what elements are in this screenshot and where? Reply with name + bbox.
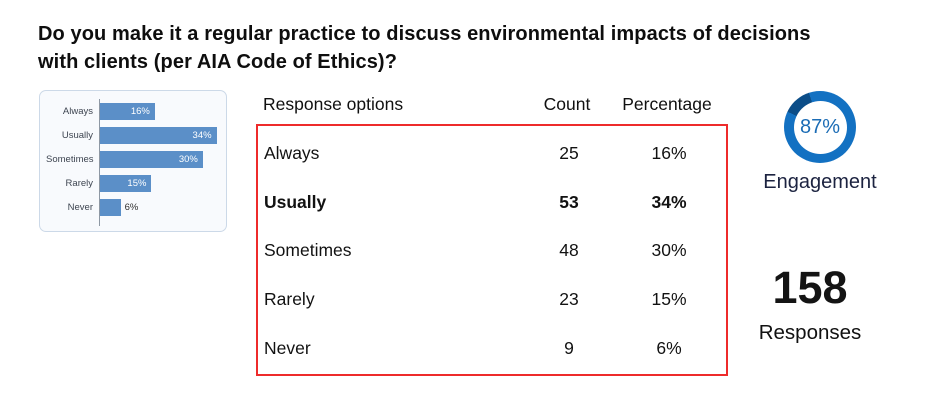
engagement-label: Engagement [763,171,877,193]
table-row: Always 25 16% [264,143,726,164]
table-cell-percentage: 15% [651,289,687,310]
table-row: Never 9 6% [264,338,726,359]
mini-bar-value-label: 16% [130,106,150,117]
mini-bar-rows: Always 16% Usually 34% Sometimes 30% Rarely 15%… [46,103,218,216]
mini-bar-category-label: Sometimes [46,154,94,165]
mini-bar: 16% [100,103,155,120]
table-header-count: Count [543,94,591,114]
table-cell-count: 48 [559,240,579,261]
table-cell-option: Sometimes [264,240,352,261]
mini-bar: 15% [100,175,152,192]
table-header-response-options: Response options [263,94,404,114]
mini-bar-value-label: 15% [127,178,147,189]
mini-chart-axis [99,99,100,226]
table-cell-percentage: 30% [651,240,687,261]
mini-bar-row: Usually 34% [46,127,218,144]
response-table-body: Always 25 16% Usually 53 34% Sometimes 48 30% Rar… [256,124,728,376]
table-cell-count: 9 [564,338,574,359]
mini-bar-category-label: Rarely [65,178,93,189]
mini-bar: 30% [100,151,203,168]
mini-bar-category-label: Usually [61,130,93,141]
table-cell-percentage: 34% [651,191,687,212]
mini-bar-row: Sometimes 30% [46,151,218,168]
responses-value: 158 [772,262,848,313]
mini-bar-row: Rarely 15% [46,175,218,192]
table-row: Sometimes 48 30% [264,240,726,261]
mini-bar-category-label: Never [67,202,93,213]
table-cell-count: 25 [559,142,579,163]
mini-bar-value-label: 6% [124,202,139,213]
mini-bar-value-label: 34% [192,130,212,141]
table-cell-option: Usually [264,191,327,212]
table-row: Usually 53 34% [264,192,726,213]
mini-bar-row: Always 16% [46,103,218,120]
mini-bar-category-label: Always [62,106,93,117]
mini-bar [100,199,121,216]
engagement-value: 87% [793,100,847,154]
mini-bar-value-label: 30% [178,154,198,165]
table-header-percentage: Percentage [622,94,712,114]
mini-bar: 34% [100,127,217,144]
response-mini-chart: Always 16% Usually 34% Sometimes 30% Rarely 15%… [39,90,227,232]
responses-label: Responses [758,321,862,344]
table-cell-count: 23 [559,289,579,310]
table-cell-option: Always [264,142,320,163]
table-cell-option: Rarely [264,289,315,310]
question-title: Do you make it a regular practice to dis… [38,23,811,73]
table-cell-percentage: 6% [656,338,682,359]
table-header: Response options Count Percentage [256,94,728,115]
mini-bar-row: Never 6% [46,199,218,216]
table-cell-option: Never [264,338,311,359]
table-cell-percentage: 16% [651,142,687,163]
engagement-ring: 87% [784,91,856,163]
table-row: Rarely 23 15% [264,289,726,310]
table-cell-count: 53 [559,191,579,212]
